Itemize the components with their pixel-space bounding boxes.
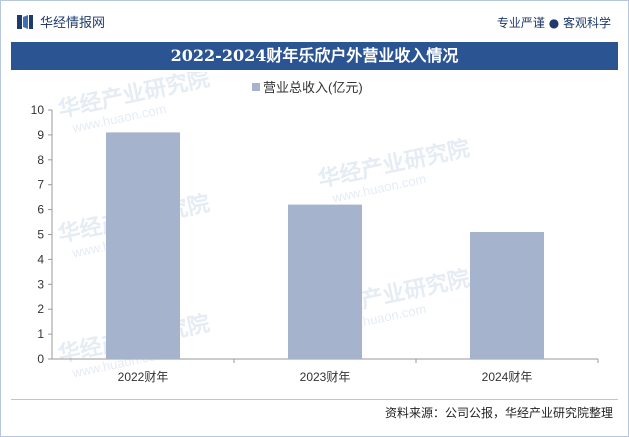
chart-area: 华经产业研究院 www.huaon.com 华经产业研究院 www.huaon.com… — [0, 65, 629, 402]
y-tick-label: 4 — [37, 252, 44, 266]
y-tick-label: 7 — [37, 178, 44, 192]
bar — [470, 232, 544, 359]
x-tick-label: 2023财年 — [300, 370, 351, 384]
chart-title: 2022-2024财年乐欣户外营业收入情况 — [11, 42, 618, 70]
y-tick-label: 5 — [37, 228, 44, 242]
tagline: 专业严谨 ● 客观科学 — [496, 16, 611, 30]
legend-swatch — [252, 83, 260, 91]
header: 华经情报网 专业严谨 ● 客观科学 — [0, 0, 629, 42]
x-tick-labels: 2022财年 2023财年 2024财年 — [118, 359, 599, 384]
y-tick-label: 3 — [37, 277, 44, 291]
y-tick-label: 9 — [37, 128, 44, 142]
y-tick-label: 1 — [37, 327, 44, 341]
source-note: 资料来源：公司公报，华经产业研究院整理 — [384, 406, 613, 420]
brand-name: 华经情报网 — [40, 16, 106, 31]
bar — [288, 204, 362, 359]
y-tick-label: 6 — [37, 203, 44, 217]
brand-logo: 华经情报网 — [16, 12, 105, 31]
y-tick-label: 0 — [37, 352, 44, 366]
footer-divider — [11, 399, 618, 400]
bar-chart: 华经产业研究院www.huaon.com华经产业研究院www.huaon.com… — [31, 65, 599, 384]
bars — [106, 132, 544, 359]
x-tick-label: 2022财年 — [118, 370, 169, 384]
legend: 营业总收入(亿元) — [252, 80, 363, 95]
y-tick-label: 8 — [37, 153, 44, 167]
legend-label: 营业总收入(亿元) — [263, 80, 363, 95]
bar — [106, 132, 180, 359]
x-tick-label: 2024财年 — [482, 370, 533, 384]
brand-icon — [17, 14, 33, 29]
y-tick-label: 2 — [37, 302, 44, 316]
y-tick-label: 10 — [31, 103, 45, 117]
